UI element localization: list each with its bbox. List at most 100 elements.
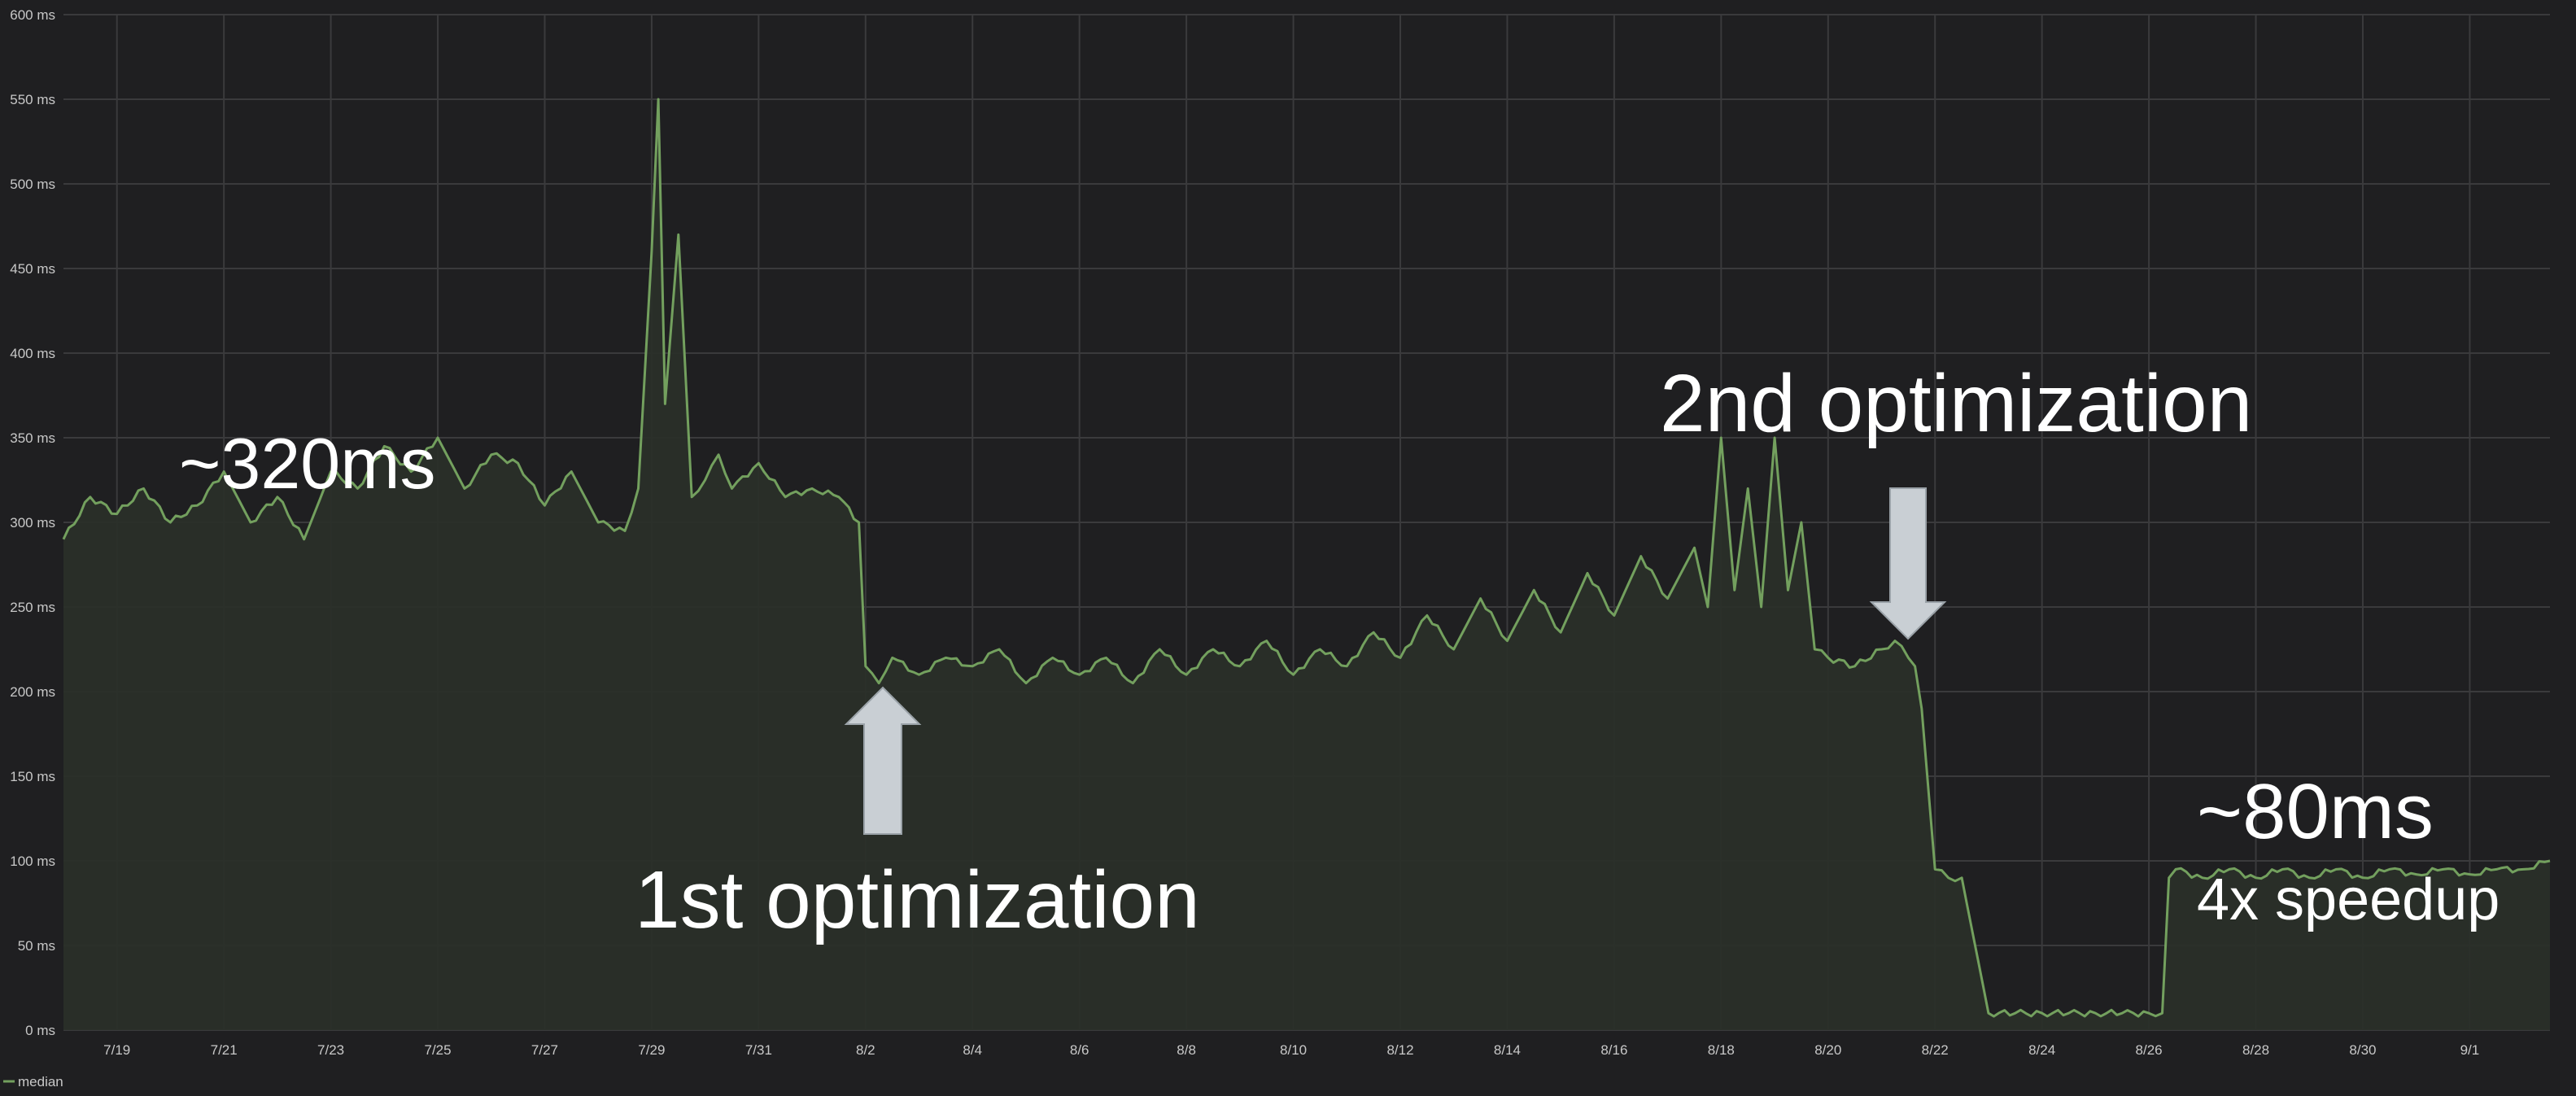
data-point — [1345, 665, 1348, 668]
data-point — [663, 402, 666, 405]
x-tick-label: 7/31 — [745, 1042, 772, 1058]
data-point — [637, 487, 640, 490]
data-point — [1024, 682, 1028, 685]
y-tick-label: 400 ms — [10, 346, 55, 361]
x-tick-label: 8/16 — [1600, 1042, 1627, 1058]
data-point — [1933, 867, 1936, 871]
data-point — [1586, 571, 1589, 574]
annotation-first-optimization: 1st optimization — [635, 854, 1200, 945]
series-median — [62, 98, 2551, 1030]
data-point — [944, 656, 947, 659]
data-point — [1078, 673, 1081, 676]
data-point — [1185, 673, 1188, 676]
data-point — [1613, 613, 1616, 617]
x-tick-label: 8/8 — [1177, 1042, 1196, 1058]
x-tick-label: 7/27 — [531, 1042, 558, 1058]
data-point — [717, 453, 720, 456]
data-point — [89, 496, 92, 499]
data-point — [677, 233, 680, 236]
y-tick-label: 600 ms — [10, 7, 55, 23]
data-point — [1746, 487, 1749, 490]
data-point — [1399, 656, 1402, 659]
data-point — [650, 250, 653, 253]
data-point — [2041, 1011, 2044, 1015]
data-point — [837, 496, 840, 499]
data-point — [544, 504, 547, 507]
x-tick-label: 8/22 — [1922, 1042, 1949, 1058]
y-tick-label: 200 ms — [10, 684, 55, 700]
data-point — [1827, 656, 1830, 659]
data-point — [195, 504, 199, 507]
x-tick-label: 8/6 — [1070, 1042, 1089, 1058]
annotation-second-optimization: 2nd optimization — [1660, 358, 2252, 449]
data-point — [877, 682, 880, 685]
data-point — [998, 648, 1001, 651]
data-point — [918, 673, 921, 676]
data-point — [1105, 656, 1108, 659]
x-tick-label: 8/4 — [963, 1042, 982, 1058]
series-area — [63, 99, 2550, 1030]
data-point — [731, 487, 734, 490]
y-tick-label: 550 ms — [10, 92, 55, 107]
data-point — [1987, 1011, 1990, 1015]
x-tick-label: 8/20 — [1814, 1042, 1841, 1058]
x-tick-label: 8/30 — [2349, 1042, 2376, 1058]
y-tick-label: 100 ms — [10, 854, 55, 869]
data-point — [1914, 665, 1917, 668]
data-point — [1265, 640, 1268, 643]
data-point — [596, 521, 600, 524]
x-tick-label: 8/2 — [856, 1042, 875, 1058]
x-axis-ticks: 7/19 7/21 7/23 7/25 7/27 7/29 7/31 8/2 8/4 8/6 8/8… — [103, 1042, 2479, 1058]
data-point — [1426, 613, 1429, 617]
data-point — [1920, 707, 1923, 710]
data-point — [784, 496, 787, 499]
y-tick-label: 350 ms — [10, 430, 55, 446]
x-tick-label: 8/28 — [2242, 1042, 2269, 1058]
data-point — [1212, 648, 1215, 651]
y-tick-label: 150 ms — [10, 769, 55, 784]
x-tick-label: 7/29 — [638, 1042, 665, 1058]
data-point — [1158, 648, 1161, 651]
x-tick-label: 7/25 — [424, 1042, 451, 1058]
data-point — [62, 538, 65, 541]
data-point — [623, 529, 627, 532]
data-point — [1639, 555, 1643, 558]
y-tick-label: 250 ms — [10, 600, 55, 615]
x-tick-label: 8/12 — [1386, 1042, 1413, 1058]
annotation-right-level: ~80ms — [2197, 768, 2434, 855]
data-point — [168, 521, 172, 524]
data-point — [1800, 521, 1803, 524]
up-arrow-icon — [844, 686, 922, 835]
x-tick-label: 8/10 — [1280, 1042, 1307, 1058]
data-point — [2168, 876, 2171, 880]
data-point — [1131, 682, 1134, 685]
data-point — [1372, 631, 1375, 634]
data-point — [1452, 648, 1456, 651]
data-point — [1853, 665, 1857, 668]
y-tick-label: 500 ms — [10, 177, 55, 192]
data-point — [2067, 1011, 2071, 1015]
data-point — [249, 521, 252, 524]
data-point — [303, 538, 306, 541]
data-point — [2548, 859, 2552, 862]
data-point — [657, 98, 660, 101]
annotation-speedup: 4x speedup — [2197, 867, 2500, 932]
data-point — [757, 461, 760, 465]
data-point — [1813, 648, 1816, 651]
data-point — [891, 656, 894, 659]
data-point — [1787, 588, 1790, 592]
legend[interactable]: median — [3, 1074, 63, 1089]
data-point — [142, 487, 146, 490]
data-point — [2120, 1011, 2124, 1015]
annotation-left-level: ~320ms — [179, 423, 436, 504]
data-point — [1666, 597, 1670, 600]
x-tick-label: 8/18 — [1708, 1042, 1735, 1058]
data-point — [2521, 867, 2525, 871]
data-point — [1693, 546, 1696, 549]
data-point — [1947, 876, 1950, 880]
data-point — [517, 461, 520, 465]
down-arrow-icon — [1869, 487, 1947, 640]
data-point — [1292, 673, 1295, 676]
x-tick-label: 7/23 — [317, 1042, 344, 1058]
